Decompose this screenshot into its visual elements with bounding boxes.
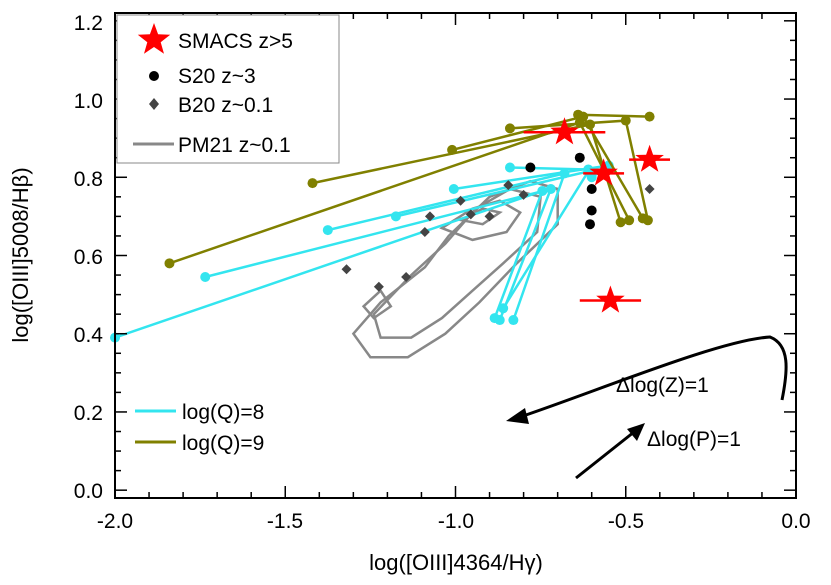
smacs-point xyxy=(635,144,664,172)
s20-point xyxy=(525,162,536,173)
legend-entry-smacs: SMACS z>5 xyxy=(137,23,293,54)
model-node xyxy=(642,215,653,226)
model-node xyxy=(583,164,594,175)
y-tick-label: 1.2 xyxy=(74,12,103,35)
x-tick-label: -1.5 xyxy=(267,510,303,533)
s20-point xyxy=(586,184,597,195)
model-node xyxy=(573,109,584,120)
b20-point xyxy=(341,264,352,275)
model-track xyxy=(578,113,650,118)
model-node xyxy=(200,272,211,283)
x-tick-label: 0.0 xyxy=(781,510,810,533)
model-node xyxy=(545,184,556,195)
model-node xyxy=(508,315,519,326)
smacs-point xyxy=(596,285,625,313)
legend-entry-b20: B20 z~0.1 xyxy=(149,94,273,117)
b20-point xyxy=(644,184,655,195)
circle-marker-icon xyxy=(149,71,159,81)
model-node xyxy=(615,217,626,228)
b20-point xyxy=(503,180,514,191)
s20-point xyxy=(586,205,597,216)
model-legend-label: log(Q)=9 xyxy=(182,432,264,455)
model-track xyxy=(509,166,589,171)
model-node xyxy=(586,172,597,183)
photoionization-model-grid xyxy=(110,109,655,343)
b20-point xyxy=(424,211,435,222)
model-node xyxy=(307,178,318,189)
model-node xyxy=(644,111,655,122)
x-tick-label: -1.0 xyxy=(438,510,474,533)
legend-entry-s20: S20 z~3 xyxy=(149,65,256,88)
b20-point xyxy=(465,209,476,220)
model-legend-label: log(Q)=8 xyxy=(182,401,264,424)
model-node xyxy=(164,258,175,269)
y-tick-label: 0.0 xyxy=(74,480,103,503)
smacs-point xyxy=(550,117,579,145)
x-tick-labels: -2.0 -1.5 -1.0 -0.5 0.0 xyxy=(97,510,811,533)
model-node xyxy=(620,115,631,126)
model-track xyxy=(114,188,545,339)
model-node xyxy=(504,123,515,134)
smacs-point xyxy=(589,158,618,186)
y-tick-label: 0.4 xyxy=(74,324,104,347)
y-tick-label: 0.2 xyxy=(74,402,103,425)
s20-point xyxy=(584,219,595,230)
model-track xyxy=(204,187,553,321)
model-node xyxy=(504,162,515,173)
pm21-contour xyxy=(351,179,559,359)
model-node xyxy=(498,303,509,314)
diamond-marker-icon xyxy=(149,98,159,110)
legend-entry-pm21: PM21 z~0.1 xyxy=(133,134,291,157)
star-marker-icon xyxy=(137,23,171,54)
b20-point xyxy=(419,227,430,238)
b20-point xyxy=(373,281,384,292)
model-node xyxy=(448,184,459,195)
x-tick-label: -2.0 xyxy=(97,510,133,533)
legend-label: B20 z~0.1 xyxy=(178,94,273,117)
b20-point xyxy=(401,272,412,283)
metallicity-annotation: Δlog(Z)=1 xyxy=(616,374,709,397)
y-tick-label: 0.6 xyxy=(74,246,103,269)
legend-label: S20 z~3 xyxy=(178,65,256,88)
model-legend: log(Q)=8 log(Q)=9 xyxy=(135,401,264,455)
model-node xyxy=(624,215,635,226)
b20-point xyxy=(518,189,529,200)
y-tick-labels: 0.0 0.2 0.4 0.6 0.8 1.0 1.2 xyxy=(74,12,104,503)
metallicity-arrow xyxy=(506,335,788,424)
y-tick-label: 1.0 xyxy=(74,90,103,113)
b20-point xyxy=(455,195,466,206)
legend-label: PM21 z~0.1 xyxy=(178,134,291,157)
model-node xyxy=(322,225,333,236)
pm21-contour xyxy=(361,288,393,320)
s20-point xyxy=(574,152,585,163)
y-axis-label: log([OIII]5008/Hβ) xyxy=(8,167,33,342)
b20-point xyxy=(484,211,495,222)
ionization-parameter-arrow xyxy=(575,423,645,480)
model-node xyxy=(447,144,458,155)
data-points xyxy=(341,117,671,313)
model-node xyxy=(494,315,505,326)
ionization-annotation: Δlog(P)=1 xyxy=(647,428,741,451)
pm21-contour xyxy=(372,187,542,339)
legend: SMACS z>5 S20 z~3 B20 z~0.1 PM21 z~0.1 xyxy=(133,23,293,157)
y-tick-label: 0.8 xyxy=(74,168,103,191)
x-axis-label: log([OIII]4364/Hγ) xyxy=(369,550,543,575)
axis-ticks xyxy=(114,13,797,498)
model-node xyxy=(390,211,401,222)
legend-label: SMACS z>5 xyxy=(178,30,293,53)
x-tick-label: -0.5 xyxy=(608,510,644,533)
